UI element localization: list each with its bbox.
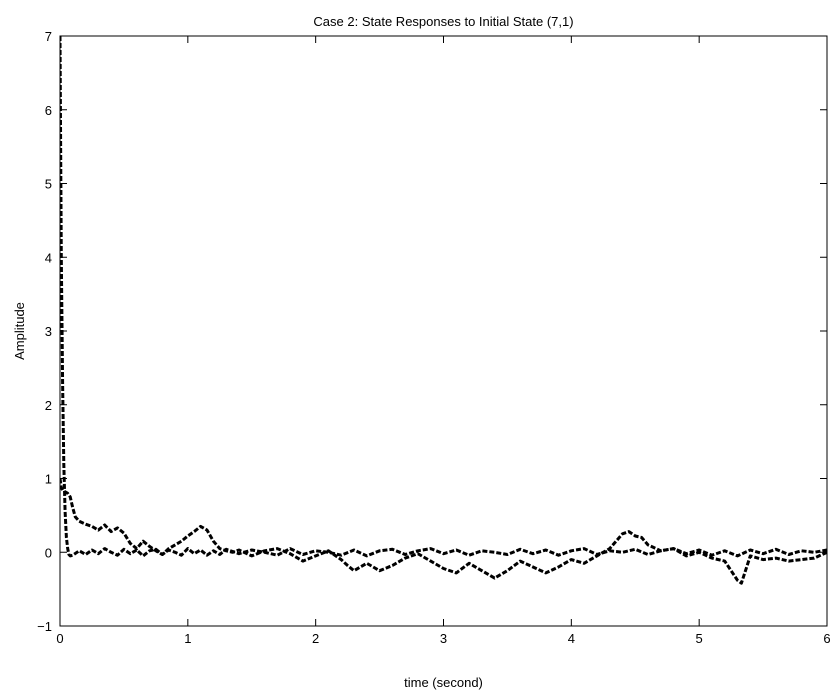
y-tick-label: 1 xyxy=(45,472,52,487)
y-tick-label: 5 xyxy=(45,177,52,192)
y-axis-ticks: −1 0 1 2 3 4 5 6 7 xyxy=(37,29,827,634)
y-tick-label: 3 xyxy=(45,324,52,339)
y-tick-label: 2 xyxy=(45,398,52,413)
y-tick-label: −1 xyxy=(37,619,52,634)
chart-title: Case 2: State Responses to Initial State… xyxy=(313,14,573,29)
x-tick-label: 4 xyxy=(568,631,575,646)
y-axis-title: Amplitude xyxy=(12,302,27,360)
y-tick-label: 6 xyxy=(45,103,52,118)
x-tick-label: 1 xyxy=(184,631,191,646)
y-tick-label: 7 xyxy=(45,29,52,44)
x-tick-label: 2 xyxy=(312,631,319,646)
y-tick-label: 4 xyxy=(45,250,52,265)
x-tick-label: 6 xyxy=(823,631,830,646)
series-layer xyxy=(60,36,827,585)
series-line-1 xyxy=(60,36,827,558)
x-axis-ticks: 0 1 2 3 4 5 6 xyxy=(56,36,831,646)
x-tick-label: 5 xyxy=(696,631,703,646)
series-line-2 xyxy=(60,478,827,585)
x-axis-title: time (second) xyxy=(404,675,483,690)
y-tick-label: 0 xyxy=(45,545,52,560)
x-tick-label: 3 xyxy=(440,631,447,646)
x-tick-label: 0 xyxy=(56,631,63,646)
